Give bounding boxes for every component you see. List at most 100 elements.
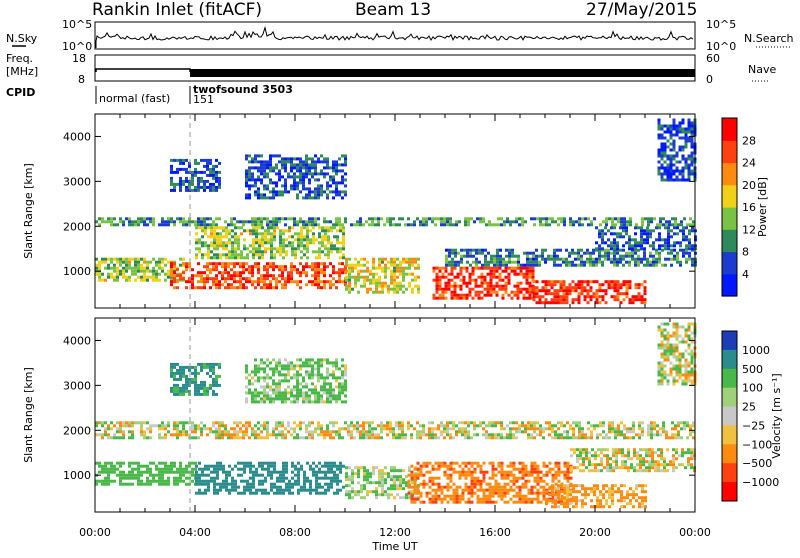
heatmap-cell [563,490,566,493]
heatmap-cell [625,232,628,235]
heatmap-cell [420,468,423,471]
heatmap-cell [482,220,485,223]
heatmap-cell [107,264,110,267]
heatmap-cell [511,270,514,273]
nsky-panel: N.Sky 10^5 10^0 10^5 10^0 N.Search [6,18,794,53]
heatmap-cell [643,255,646,258]
heatmap-cell [616,264,619,267]
heatmap-cell [234,256,237,259]
heatmap-cell [246,489,249,492]
heatmap-cell [263,169,266,172]
colorbar-tick-label: 28 [742,134,756,147]
heatmap-cell [661,264,664,267]
heatmap-cell [517,294,520,297]
heatmap-cell [472,288,475,291]
heatmap-cell [629,436,632,439]
heatmap-cell [219,235,222,238]
heatmap-cell [309,492,312,495]
heatmap-cell [258,253,261,256]
heatmap-cell [305,157,308,160]
heatmap-cell [341,196,344,199]
heatmap-cell [185,265,188,268]
heatmap-cell [399,270,402,273]
heatmap-cell [443,427,446,430]
heatmap-cell [303,226,306,229]
heatmap-cell [458,430,461,433]
heatmap-cell [366,276,369,279]
heatmap-cell [483,495,486,498]
heatmap-cell [284,163,287,166]
heatmap-cell [203,220,206,223]
heatmap-cell [324,489,327,492]
heatmap-cell [330,226,333,229]
heatmap-cell [387,285,390,288]
heatmap-cell [374,223,377,226]
heatmap-cell [390,270,393,273]
heatmap-cell [411,279,414,282]
heatmap-cell [195,256,198,259]
heatmap-cell [396,288,399,291]
heatmap-cell [477,480,480,483]
heatmap-cell [450,486,453,489]
heatmap-cell [522,486,525,489]
heatmap-cell [410,223,413,226]
heatmap-cell [195,474,198,477]
heatmap-cell [420,471,423,474]
heatmap-cell [218,217,221,220]
heatmap-cell [620,421,623,424]
heatmap-cell [131,477,134,480]
heatmap-cell [245,427,248,430]
heatmap-cell [504,495,507,498]
heatmap-cell [653,427,656,430]
heatmap-cell [416,421,419,424]
heatmap-cell [416,217,419,220]
heatmap-cell [433,297,436,300]
heatmap-cell [254,166,257,169]
heatmap-cell [363,487,366,490]
heatmap-cell [372,472,375,475]
heatmap-cell [474,471,477,474]
heatmap-cell [338,268,341,271]
heatmap-cell [107,477,110,480]
heatmap-cell [234,241,237,244]
heatmap-cell [170,217,173,220]
heatmap-cell [101,436,104,439]
heatmap-cell [390,282,393,285]
heatmap-cell [161,483,164,486]
freq-left-tick-bottom: 8 [78,73,85,86]
heatmap-cell [521,223,524,226]
heatmap-cell [185,177,188,180]
heatmap-cell [296,166,299,169]
heatmap-cell [571,252,574,255]
heatmap-cell [339,250,342,253]
heatmap-cell [98,261,101,264]
heatmap-cell [300,489,303,492]
heatmap-cell [335,184,338,187]
heatmap-cell [437,424,440,427]
heatmap-cell [234,235,237,238]
heatmap-cell [240,256,243,259]
heatmap-cell [532,276,535,279]
echo-region [95,421,695,439]
heatmap-cell [270,256,273,259]
heatmap-cell [493,276,496,279]
heatmap-cell [557,292,560,295]
heatmap-cell [560,436,563,439]
heatmap-cell [125,217,128,220]
heatmap-cell [461,433,464,436]
heatmap-cell [493,258,496,261]
heatmap-cell [285,244,288,247]
heatmap-cell [221,262,224,265]
heatmap-cell [164,279,167,282]
heatmap-cell [323,190,326,193]
heatmap-cell [417,258,420,261]
heatmap-cell [339,247,342,250]
heatmap-cell [649,229,652,232]
heatmap-cell [396,469,399,472]
heatmap-cell [359,430,362,433]
heatmap-cell [466,285,469,288]
heatmap-cell [381,285,384,288]
heatmap-cell [452,223,455,226]
heatmap-cell [167,471,170,474]
